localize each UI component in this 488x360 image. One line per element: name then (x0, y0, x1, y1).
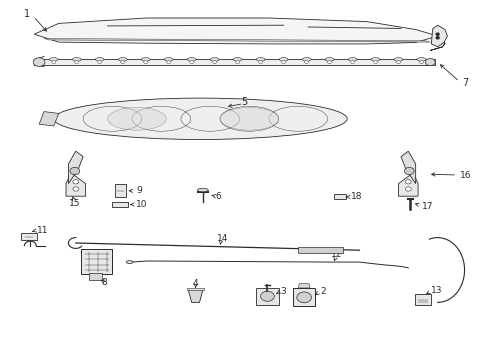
Polygon shape (66, 173, 85, 196)
Polygon shape (188, 290, 203, 302)
Circle shape (52, 60, 56, 63)
Ellipse shape (302, 58, 310, 61)
Polygon shape (186, 288, 204, 290)
FancyBboxPatch shape (297, 247, 342, 253)
Text: 12: 12 (330, 251, 342, 259)
Ellipse shape (126, 261, 133, 264)
FancyBboxPatch shape (81, 249, 112, 274)
Ellipse shape (72, 58, 81, 61)
Circle shape (435, 37, 438, 39)
Circle shape (33, 58, 45, 66)
FancyBboxPatch shape (112, 202, 127, 207)
Text: 7: 7 (461, 78, 468, 88)
Polygon shape (398, 173, 417, 196)
FancyBboxPatch shape (89, 273, 102, 280)
Circle shape (425, 58, 434, 66)
Circle shape (419, 60, 423, 63)
Polygon shape (39, 112, 59, 126)
FancyBboxPatch shape (292, 288, 315, 306)
Text: 4: 4 (192, 279, 198, 288)
Ellipse shape (95, 58, 104, 61)
Text: 15: 15 (68, 199, 80, 208)
Circle shape (435, 33, 438, 35)
Circle shape (373, 60, 377, 63)
Ellipse shape (118, 58, 127, 61)
Ellipse shape (279, 58, 287, 61)
Ellipse shape (210, 58, 219, 61)
Text: 11: 11 (37, 226, 48, 235)
Text: 9: 9 (136, 186, 142, 195)
Ellipse shape (416, 58, 425, 61)
Circle shape (258, 60, 262, 63)
Text: 17: 17 (421, 202, 432, 211)
Ellipse shape (347, 58, 356, 61)
Circle shape (260, 291, 274, 301)
Circle shape (189, 60, 193, 63)
Ellipse shape (325, 58, 333, 61)
Circle shape (70, 167, 80, 175)
Text: 10: 10 (136, 200, 147, 209)
Circle shape (404, 167, 413, 175)
FancyBboxPatch shape (256, 288, 278, 305)
Polygon shape (34, 59, 434, 65)
Circle shape (73, 180, 79, 184)
Text: 6: 6 (215, 192, 221, 201)
Text: 14: 14 (216, 234, 228, 243)
Text: 18: 18 (350, 192, 362, 201)
Circle shape (405, 187, 410, 191)
FancyBboxPatch shape (115, 184, 126, 197)
Ellipse shape (370, 58, 379, 61)
Ellipse shape (141, 58, 150, 61)
Circle shape (75, 60, 79, 63)
Circle shape (98, 60, 102, 63)
Text: 5: 5 (241, 96, 247, 107)
Text: 8: 8 (102, 278, 107, 287)
Circle shape (212, 60, 216, 63)
Circle shape (235, 60, 239, 63)
Circle shape (327, 60, 331, 63)
FancyBboxPatch shape (21, 233, 37, 240)
Polygon shape (400, 151, 415, 184)
Ellipse shape (233, 58, 242, 61)
Circle shape (304, 60, 308, 63)
Circle shape (296, 292, 311, 303)
Polygon shape (44, 39, 429, 42)
Ellipse shape (220, 107, 278, 130)
Circle shape (143, 60, 147, 63)
Ellipse shape (107, 107, 166, 130)
Polygon shape (68, 151, 83, 184)
Ellipse shape (187, 58, 196, 61)
FancyBboxPatch shape (334, 194, 346, 199)
Ellipse shape (256, 58, 264, 61)
Polygon shape (430, 25, 447, 47)
Circle shape (73, 187, 79, 191)
Text: 1: 1 (24, 9, 30, 19)
Polygon shape (298, 284, 309, 288)
Text: 13: 13 (430, 287, 442, 295)
Ellipse shape (49, 58, 58, 61)
Circle shape (405, 180, 410, 184)
Circle shape (121, 60, 124, 63)
Circle shape (396, 60, 400, 63)
FancyBboxPatch shape (414, 294, 430, 305)
Ellipse shape (393, 58, 402, 61)
Circle shape (281, 60, 285, 63)
Ellipse shape (197, 188, 208, 192)
Ellipse shape (54, 98, 346, 139)
Ellipse shape (164, 58, 173, 61)
Text: 3: 3 (280, 287, 285, 296)
Polygon shape (34, 18, 444, 50)
Text: 16: 16 (459, 171, 470, 180)
Circle shape (166, 60, 170, 63)
Text: 2: 2 (320, 287, 325, 296)
Circle shape (350, 60, 354, 63)
